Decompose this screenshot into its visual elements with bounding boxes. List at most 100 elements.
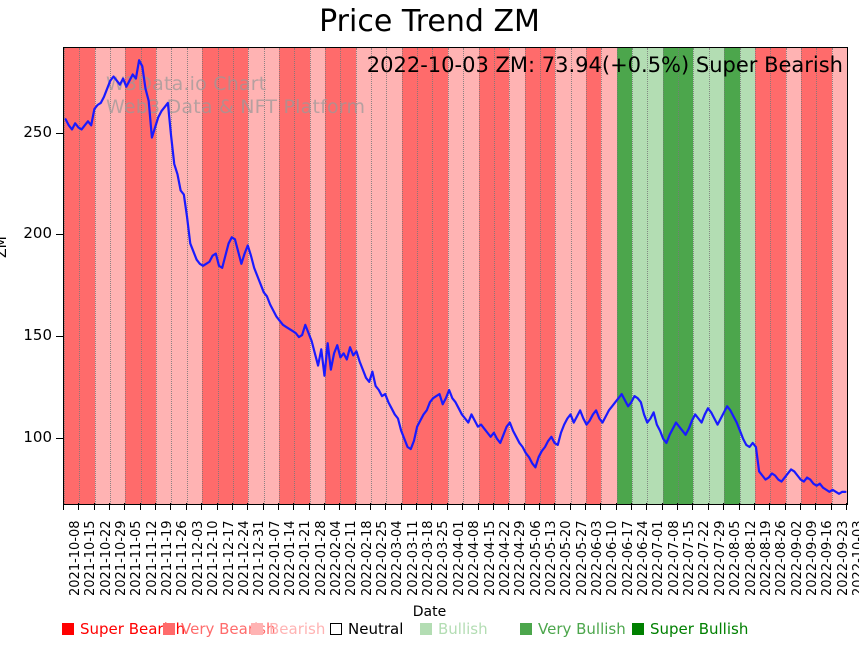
gridline-vertical bbox=[263, 48, 265, 504]
y-tick-label: 200 bbox=[23, 224, 52, 243]
gridline-vertical bbox=[294, 48, 296, 504]
sentiment-band-week bbox=[493, 48, 510, 504]
x-tick-label: 2022-01-07 bbox=[267, 520, 283, 596]
legend-swatch-icon bbox=[330, 623, 342, 635]
legend-item-very-bullish[interactable]: Very Bullish bbox=[520, 618, 626, 640]
x-tick-mark bbox=[216, 503, 218, 510]
gridline-vertical bbox=[110, 48, 112, 504]
x-tick-label: 2022-05-06 bbox=[528, 520, 544, 596]
gridline-vertical bbox=[509, 48, 511, 504]
legend-label: Neutral bbox=[348, 620, 404, 638]
x-tick-mark bbox=[631, 503, 633, 510]
sentiment-band-week bbox=[570, 48, 586, 504]
gridline-vertical bbox=[693, 48, 695, 504]
legend-item-bullish[interactable]: Bullish bbox=[420, 618, 488, 640]
x-tick-mark bbox=[523, 503, 525, 510]
x-tick-label: 2022-06-03 bbox=[590, 520, 605, 596]
gridline-vertical bbox=[539, 48, 541, 504]
x-tick-mark bbox=[815, 503, 817, 510]
gridline-vertical bbox=[309, 48, 311, 504]
gridline-vertical bbox=[816, 48, 818, 504]
x-tick-label: 2022-03-25 bbox=[436, 520, 452, 596]
gridline-vertical bbox=[232, 48, 234, 504]
gridline-vertical bbox=[401, 48, 403, 504]
x-tick-label: 2021-10-08 bbox=[68, 520, 83, 596]
x-tick-label: 2022-02-18 bbox=[359, 520, 375, 596]
gridline-vertical bbox=[340, 48, 342, 504]
x-tick-mark bbox=[784, 503, 786, 510]
x-tick-mark bbox=[554, 503, 556, 510]
gridline-vertical bbox=[64, 48, 65, 504]
sentiment-band-week bbox=[724, 48, 740, 504]
sentiment-band-week bbox=[294, 48, 310, 504]
legend-item-super-bullish[interactable]: Super Bullish bbox=[632, 618, 748, 640]
page-title: Price Trend ZM bbox=[319, 4, 540, 39]
sentiment-band-week bbox=[171, 48, 187, 504]
sentiment-band-week bbox=[754, 48, 771, 504]
sentiment-band-week bbox=[125, 48, 141, 504]
legend-item-neutral[interactable]: Neutral bbox=[330, 618, 403, 640]
x-tick-label: 2022-05-13 bbox=[543, 520, 559, 596]
gridline-vertical bbox=[125, 48, 127, 504]
y-tick-mark bbox=[56, 132, 63, 134]
sentiment-band-week bbox=[708, 48, 725, 504]
sentiment-band-week bbox=[263, 48, 279, 504]
x-tick-label: 2021-12-17 bbox=[221, 520, 237, 596]
y-axis-title: ZM bbox=[0, 236, 10, 258]
sentiment-band-week bbox=[232, 48, 249, 504]
x-tick-label: 2021-11-26 bbox=[175, 520, 191, 596]
gridline-vertical bbox=[186, 48, 188, 504]
x-tick-label: 2022-07-22 bbox=[697, 520, 713, 596]
sentiment-band-week bbox=[770, 48, 786, 504]
x-tick-mark bbox=[677, 503, 679, 510]
gridline-vertical bbox=[386, 48, 388, 504]
sentiment-band-week bbox=[739, 48, 755, 504]
sentiment-band-week bbox=[463, 48, 479, 504]
x-tick-mark bbox=[477, 503, 479, 510]
x-tick-mark bbox=[231, 503, 233, 510]
x-tick-mark bbox=[600, 503, 602, 510]
x-tick-label: 2022-02-25 bbox=[375, 520, 391, 596]
x-tick-mark bbox=[538, 503, 540, 510]
legend-label: Bullish bbox=[438, 620, 488, 638]
sentiment-band-week bbox=[831, 48, 847, 504]
x-tick-label: 2022-03-04 bbox=[390, 520, 406, 596]
x-tick-label: 2022-09-16 bbox=[820, 520, 836, 596]
sentiment-band-week bbox=[785, 48, 801, 504]
legend-item-bearish[interactable]: Bearish bbox=[251, 618, 325, 640]
sentiment-band-week bbox=[555, 48, 571, 504]
x-tick-label: 2022-05-27 bbox=[574, 520, 590, 596]
x-tick-label: 2021-12-31 bbox=[252, 520, 268, 596]
x-tick-mark bbox=[78, 503, 80, 510]
legend: Super Bearish Very Bearish Bearish Neutral B… bbox=[0, 618, 859, 642]
legend-item-super-bearish[interactable]: Super Bearish bbox=[62, 618, 185, 640]
x-tick-label: 2021-10-29 bbox=[114, 520, 130, 596]
x-tick-mark bbox=[846, 503, 847, 510]
legend-label: Super Bearish bbox=[80, 620, 186, 638]
gridline-vertical bbox=[770, 48, 772, 504]
gridline-vertical bbox=[447, 48, 449, 504]
sentiment-band-week bbox=[632, 48, 648, 504]
x-tick-label: 2022-01-14 bbox=[282, 520, 298, 596]
y-tick-mark bbox=[56, 234, 63, 236]
x-tick-label: 2021-10-15 bbox=[83, 520, 99, 596]
x-tick-label: 2022-05-20 bbox=[559, 520, 575, 596]
sentiment-band-week bbox=[432, 48, 448, 504]
x-tick-mark bbox=[370, 503, 372, 510]
x-tick-label: 2022-04-01 bbox=[451, 520, 467, 596]
sentiment-band-week bbox=[539, 48, 556, 504]
x-tick-mark bbox=[723, 503, 725, 510]
y-tick-label: 150 bbox=[23, 326, 52, 345]
legend-swatch-icon bbox=[251, 623, 263, 635]
x-tick-mark bbox=[247, 503, 249, 510]
x-tick-mark bbox=[400, 503, 402, 510]
y-tick-mark bbox=[56, 336, 63, 338]
watermark-line-2: Web3 Data & NFT Platform bbox=[106, 96, 366, 118]
vertical-gridlines bbox=[64, 48, 847, 504]
legend-swatch-icon bbox=[62, 623, 74, 635]
x-axis-title: Date bbox=[412, 604, 447, 620]
sentiment-band-week bbox=[217, 48, 233, 504]
x-tick-label: 2021-11-19 bbox=[160, 520, 176, 596]
sentiment-band-week bbox=[278, 48, 295, 504]
